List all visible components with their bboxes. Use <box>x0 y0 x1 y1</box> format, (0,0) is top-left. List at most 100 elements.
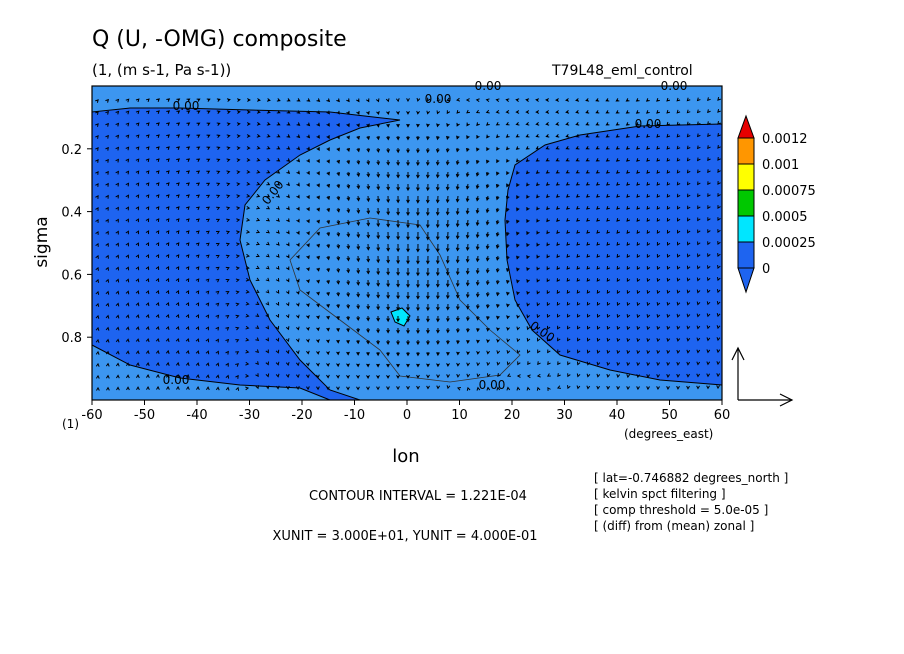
vector-arrowhead <box>346 293 351 298</box>
vector-arrowhead <box>406 374 410 379</box>
vector-arrowhead <box>185 230 190 235</box>
vector-arrowhead <box>446 385 451 390</box>
vector-arrowhead <box>406 295 410 300</box>
vector-arrowhead <box>646 194 651 198</box>
vector-arrowhead <box>406 260 410 265</box>
vector-arrowhead <box>676 169 681 174</box>
vector-arrowhead <box>696 97 701 102</box>
vector-arrowhead <box>176 110 181 114</box>
vector-arrowhead <box>676 121 681 126</box>
vector-arrowhead <box>245 289 250 294</box>
vector-arrowhead <box>445 235 450 240</box>
vector-arrowhead <box>626 326 631 331</box>
vector-arrowhead <box>236 230 241 235</box>
vector-arrowhead <box>526 349 531 354</box>
vector-arrowhead <box>356 328 360 333</box>
vector-arrowhead <box>656 242 661 246</box>
vector-arrowhead <box>125 338 130 343</box>
vector-arrowhead <box>636 182 640 186</box>
vector-arrowhead <box>145 194 150 199</box>
vector-arrowhead <box>707 133 711 138</box>
vector-arrowhead <box>196 98 201 102</box>
vector-arrowhead <box>585 182 590 186</box>
vector-arrowhead <box>266 193 271 198</box>
colorbar-upper-extend <box>737 114 755 139</box>
vector-arrowhead <box>616 266 621 270</box>
vector-arrowhead <box>686 157 691 162</box>
vector-arrowhead <box>626 218 631 222</box>
vector-arrowhead <box>376 136 380 141</box>
vector-arrowhead <box>235 254 240 259</box>
vector-arrowhead <box>386 283 390 288</box>
vector-arrowhead <box>346 147 351 153</box>
vector-arrowhead <box>495 121 500 126</box>
vector-arrowhead <box>426 295 430 300</box>
vector-arrowhead <box>525 98 530 102</box>
vector-arrowhead <box>366 386 370 391</box>
colorbar-segment <box>737 241 755 269</box>
vector-arrowhead <box>336 135 340 140</box>
vector-arrowhead <box>455 247 460 252</box>
vector-arrowhead <box>535 146 540 150</box>
vector-arrowhead <box>516 279 520 284</box>
vector-arrowhead <box>386 211 391 216</box>
vector-arrowhead <box>276 206 280 210</box>
vector-arrowhead <box>155 325 160 331</box>
vector-arrowhead <box>326 268 331 273</box>
vector-arrowhead <box>356 270 361 274</box>
vector-arrowhead <box>195 326 200 331</box>
vector-arrowhead <box>576 289 581 294</box>
vector-arrowhead <box>205 290 210 295</box>
x-tick-label: -60 <box>81 408 102 423</box>
vector-arrowhead <box>465 282 470 287</box>
vector-arrowhead <box>676 265 681 270</box>
vector-arrowhead <box>245 277 250 282</box>
vector-arrowhead <box>605 170 610 174</box>
vector-arrowhead <box>255 313 260 317</box>
vector-arrowhead <box>346 160 351 165</box>
vector-arrowhead <box>416 174 420 179</box>
vector-arrowhead <box>136 386 140 391</box>
vector-arrowhead <box>646 158 650 162</box>
vector-arrowhead <box>425 248 430 253</box>
vector-arrowhead <box>175 266 180 270</box>
vector-arrowhead <box>225 362 229 367</box>
vector-arrowhead <box>145 122 150 127</box>
vector-arrowhead <box>155 290 160 295</box>
vector-arrowhead <box>636 374 641 379</box>
vector-arrowhead <box>596 385 601 390</box>
vector-arrowhead <box>666 205 671 210</box>
vector-arrowhead <box>285 350 290 355</box>
vector-arrowhead <box>515 146 520 150</box>
vector-arrowhead <box>556 385 561 389</box>
vector-arrowhead <box>686 301 691 306</box>
vector-arrowhead <box>265 289 270 294</box>
vector-arrowhead <box>396 271 400 276</box>
vector-arrowhead <box>707 97 711 102</box>
vector-arrowhead <box>366 363 370 368</box>
vector-arrowhead <box>656 350 661 355</box>
vector-arrowhead <box>346 316 350 321</box>
vector-arrowhead <box>306 350 310 355</box>
vector-arrowhead <box>585 110 590 114</box>
vector-arrowhead <box>435 295 440 300</box>
vector-arrowhead <box>255 253 260 258</box>
vector-arrowhead <box>455 148 460 153</box>
vector-arrowhead <box>546 242 550 247</box>
vector-arrowhead <box>255 373 259 378</box>
vector-arrowhead <box>686 109 691 114</box>
vector-arrowhead <box>475 185 480 190</box>
vector-arrowhead <box>326 327 330 332</box>
vector-arrowhead <box>356 305 361 310</box>
vector-arrowhead <box>707 229 711 234</box>
vector-arrowhead <box>276 146 281 150</box>
vector-arrowhead <box>426 272 430 277</box>
vector-arrowhead <box>105 278 110 283</box>
vector-arrowhead <box>336 256 341 261</box>
vector-arrowhead <box>646 170 651 174</box>
vector-arrowhead <box>605 146 610 150</box>
vector-arrowhead <box>547 361 551 366</box>
vector-arrowhead <box>606 230 611 234</box>
vector-arrowhead <box>175 373 180 378</box>
vector-arrowhead <box>155 337 160 343</box>
